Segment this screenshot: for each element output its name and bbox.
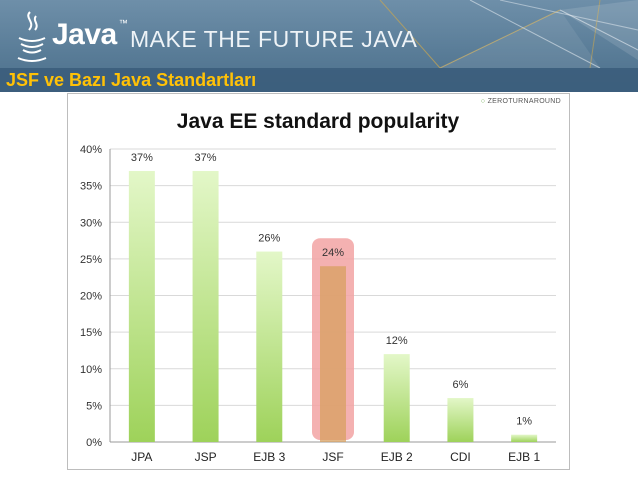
y-tick-label: 30% bbox=[80, 217, 102, 229]
deco-line bbox=[379, 0, 441, 69]
data-label: 1% bbox=[516, 416, 532, 428]
deco-line bbox=[469, 0, 601, 69]
data-label: 24% bbox=[322, 247, 344, 259]
slide-title: JSF ve Bazı Java Standartları bbox=[6, 70, 257, 90]
bar-jsf bbox=[320, 266, 346, 442]
x-tick-label: JSP bbox=[195, 450, 217, 464]
data-label: 26% bbox=[258, 233, 280, 245]
y-tick-label: 25% bbox=[80, 254, 102, 266]
data-label: 6% bbox=[452, 379, 468, 391]
slide-header: Java ™ MAKE THE FUTURE JAVA JSF ve Bazı J… bbox=[0, 0, 638, 92]
x-tick-label: CDI bbox=[450, 450, 471, 464]
y-tick-label: 40% bbox=[80, 144, 102, 156]
java-brand-text: Java ™ bbox=[52, 18, 128, 51]
deco-facet bbox=[440, 10, 600, 68]
bar-jsp bbox=[192, 170, 219, 442]
bar-cdi bbox=[447, 398, 474, 442]
x-tick-label: JPA bbox=[131, 450, 152, 464]
deco-facet bbox=[560, 0, 638, 60]
bar-jpa bbox=[128, 170, 155, 442]
header-decoration bbox=[379, 0, 638, 69]
y-tick-label: 0% bbox=[86, 437, 102, 449]
zeroturnaround-watermark: ○ ZEROTURNAROUND bbox=[480, 98, 561, 105]
y-tick-label: 5% bbox=[86, 400, 102, 412]
bar-ejb-1 bbox=[511, 434, 538, 442]
java-coffee-cup-logo bbox=[17, 11, 47, 62]
y-tick-label: 35% bbox=[80, 181, 102, 193]
deco-line bbox=[499, 0, 638, 31]
bar-chart: Java EE standard popularity 0% 5% 10% 15% 20%… bbox=[80, 110, 556, 464]
deco-line bbox=[559, 9, 638, 51]
deco-line bbox=[589, 0, 601, 69]
title-band: JSF ve Bazı Java Standartları bbox=[0, 68, 638, 92]
data-label: 37% bbox=[195, 152, 217, 164]
deco-line bbox=[439, 9, 561, 69]
data-label: 12% bbox=[386, 335, 408, 347]
bar-ejb-3 bbox=[256, 251, 283, 442]
x-tick-label: EJB 3 bbox=[253, 450, 285, 464]
x-tick-label: EJB 1 bbox=[508, 450, 540, 464]
y-tick-label: 15% bbox=[80, 327, 102, 339]
chart-title: Java EE standard popularity bbox=[177, 110, 460, 133]
x-tick-label: EJB 2 bbox=[381, 450, 413, 464]
bar-ejb-2 bbox=[383, 354, 410, 442]
x-tick-label: JSF bbox=[322, 450, 343, 464]
tagline: MAKE THE FUTURE JAVA bbox=[130, 26, 418, 52]
zeroturnaround-icon: ○ bbox=[480, 98, 486, 105]
y-tick-label: 20% bbox=[80, 291, 102, 303]
y-tick-label: 10% bbox=[80, 364, 102, 376]
data-label: 37% bbox=[131, 152, 153, 164]
chart-frame: ○ ZEROTURNAROUND Java EE standard popula… bbox=[67, 93, 570, 470]
